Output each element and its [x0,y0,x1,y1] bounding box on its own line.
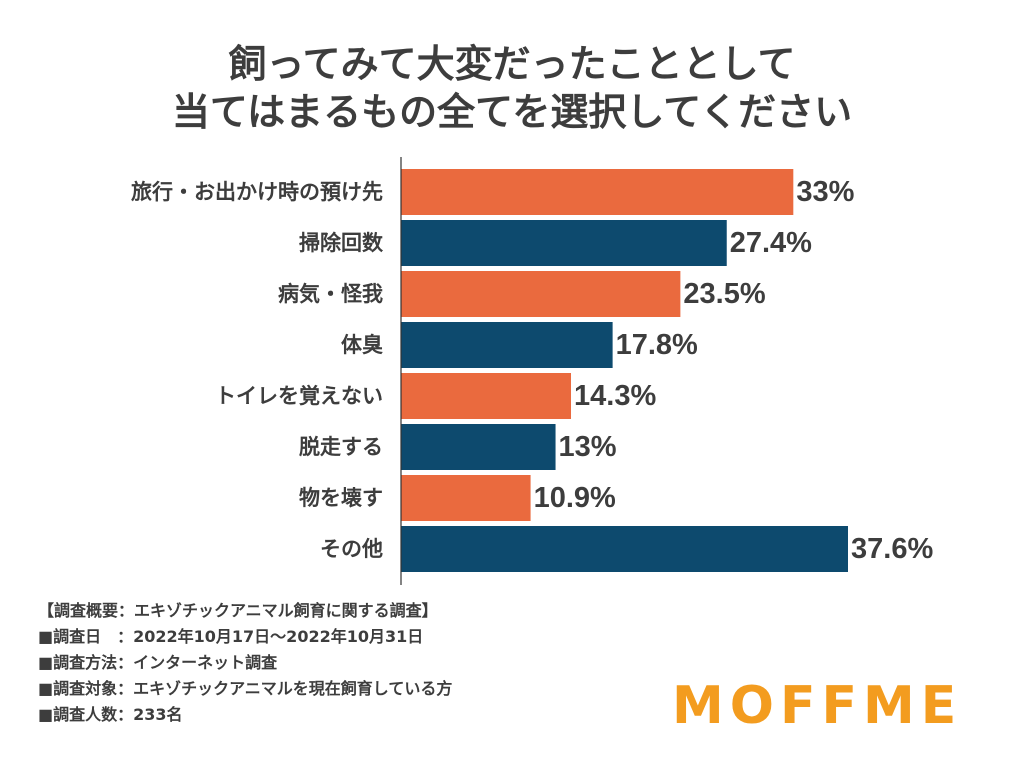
bar-5 [401,373,572,419]
survey-note-overview: 【調査概要：エキゾチックアニマル飼育に関する調査】 [38,601,438,620]
chart-title: 飼ってみて大変だったこととして 当てはまるもの全てを選択してください [0,40,1024,136]
category-label-2: 掃除回数 [299,231,384,255]
category-label-3: 病気・怪我 [278,282,383,306]
survey-note-count: ■調査人数：233名 [38,705,183,724]
value-label-8: 37.6% [851,533,933,565]
bar-7 [401,475,531,521]
category-label-1: 旅行・お出かけ時の預け先 [131,180,383,204]
value-label-2: 27.4% [730,227,812,259]
bar-1 [401,169,794,215]
survey-note-date: ■調査日 ：2022年10月17日〜2022年10月31日 [38,627,424,646]
value-label-5: 14.3% [574,380,656,412]
value-label-7: 10.9% [534,482,616,514]
moffme-logo: MOFFME [672,676,963,736]
category-label-7: 物を壊す [299,486,383,510]
bar-8 [401,526,848,572]
value-label-4: 17.8% [616,329,698,361]
survey-note-target: ■調査対象：エキゾチックアニマルを現在飼育している方 [38,679,453,698]
survey-notes: 【調査概要：エキゾチックアニマル飼育に関する調査】 ■調査日 ：2022年10月… [38,598,452,728]
category-label-5: トイレを覚えない [215,384,383,408]
chart-title-line-1: 飼ってみて大変だったこととして [228,42,796,86]
value-label-6: 13% [559,431,617,463]
bar-4 [401,322,613,368]
category-label-4: 体臭 [341,333,383,357]
category-label-8: その他 [320,537,383,561]
category-label-6: 脱走する [299,435,383,459]
bar-chart: 旅行・お出かけ時の預け先 33% 掃除回数 27.4% 病気・怪我 23.5% 体臭 17.8… [131,157,933,585]
bar-2 [401,220,727,266]
chart-title-line-2: 当てはまるもの全てを選択してください [171,90,853,134]
survey-note-method: ■調査方法：インターネット調査 [38,653,278,672]
value-label-3: 23.5% [683,278,765,310]
bar-3 [401,271,681,317]
value-label-1: 33% [796,176,854,208]
bar-6 [401,424,556,470]
